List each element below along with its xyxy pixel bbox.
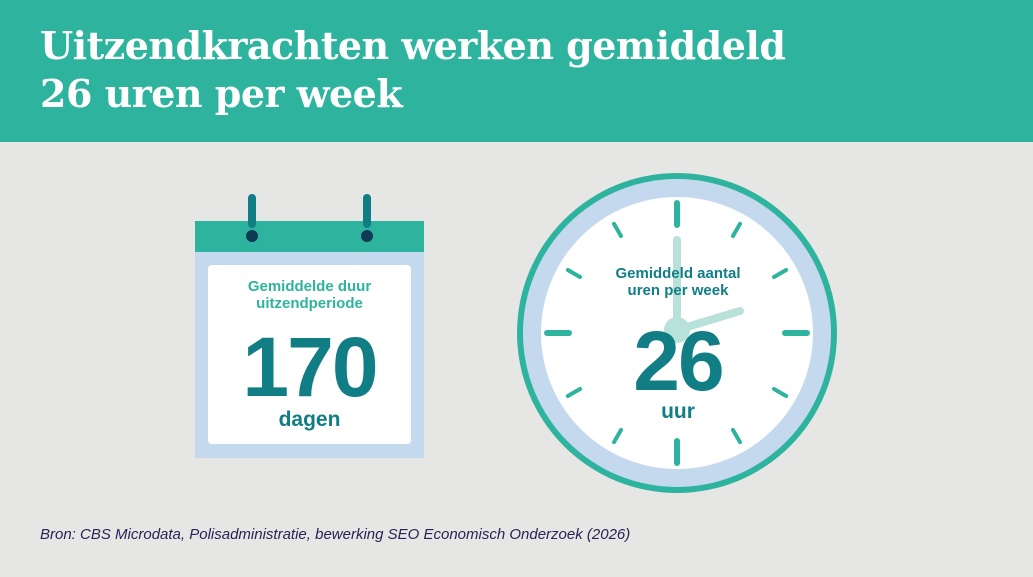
source-note: Bron: CBS Microdata, Polisadministratie,… bbox=[40, 526, 631, 543]
clock-label-line-2: uren per week bbox=[627, 282, 729, 299]
calendar-label: Gemiddelde duur uitzendperiode bbox=[208, 278, 411, 312]
clock-center-pin bbox=[664, 317, 690, 343]
title-line-2: 26 uren per week bbox=[40, 71, 403, 116]
calendar-label-line-2: uitzendperiode bbox=[256, 295, 363, 312]
calendar-value: 170 bbox=[242, 320, 378, 414]
clock-label-line-1: Gemiddeld aantal bbox=[615, 265, 741, 282]
header-banner: Uitzendkrachten werken gemiddeld 26 uren… bbox=[0, 0, 1033, 142]
calendar-page bbox=[208, 265, 411, 444]
clock-icon bbox=[517, 173, 837, 493]
calendar-ring-hole-right bbox=[358, 227, 376, 245]
page-title: Uitzendkrachten werken gemiddeld 26 uren… bbox=[40, 22, 786, 118]
clock-tick bbox=[612, 221, 623, 239]
clock-label: Gemiddeld aantal uren per week bbox=[578, 265, 778, 299]
clock-tick bbox=[731, 221, 742, 239]
clock-tick bbox=[771, 387, 789, 398]
title-line-1: Uitzendkrachten werken gemiddeld bbox=[40, 23, 786, 68]
calendar-ring-left bbox=[248, 194, 256, 228]
clock-tick bbox=[612, 427, 623, 445]
calendar-ring-right bbox=[363, 194, 371, 228]
calendar-ring-hole-left bbox=[243, 227, 261, 245]
calendar-label-line-1: Gemiddelde duur bbox=[247, 278, 372, 295]
clock-tick bbox=[565, 268, 583, 279]
clock-tick bbox=[731, 427, 742, 445]
calendar-header-strip bbox=[195, 221, 424, 252]
calendar-unit: dagen bbox=[278, 408, 341, 431]
clock-tick bbox=[565, 387, 583, 398]
clock-tick bbox=[771, 268, 789, 279]
clock-unit: uur bbox=[661, 400, 695, 423]
clock-ticks bbox=[544, 200, 810, 466]
clock-value: 26 bbox=[633, 314, 724, 408]
